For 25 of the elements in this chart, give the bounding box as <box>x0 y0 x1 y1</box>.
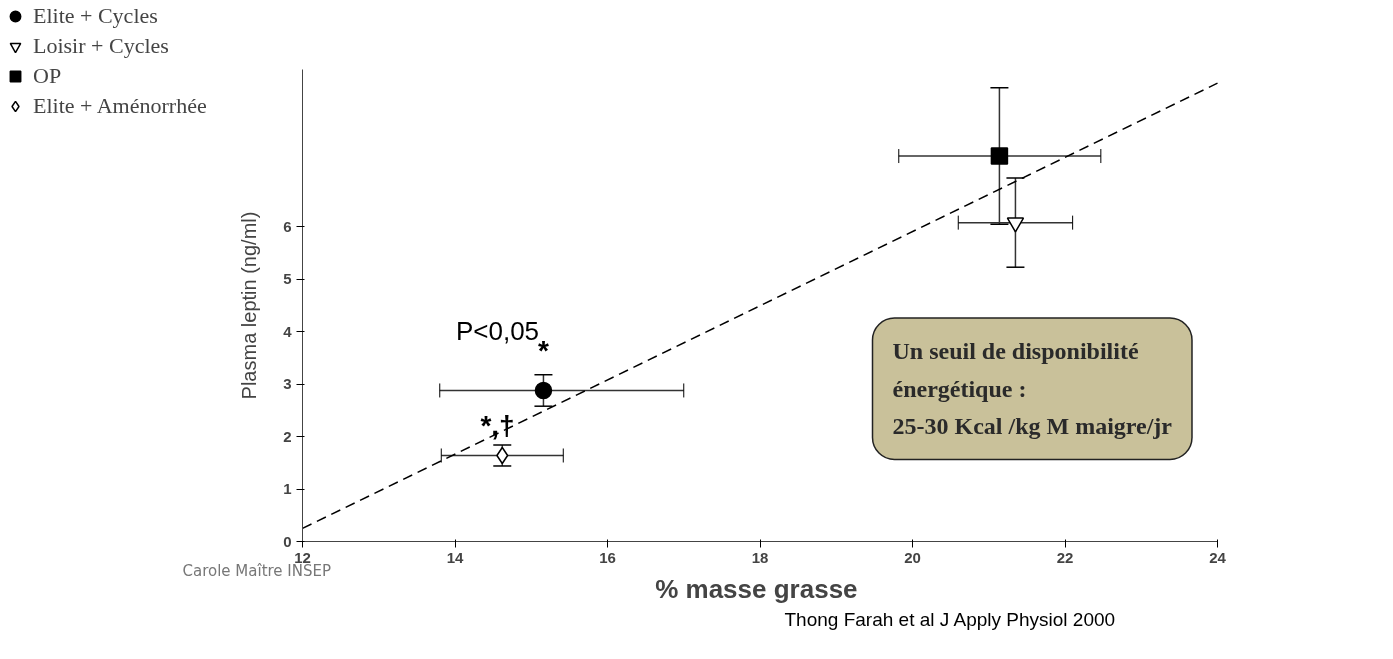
y-tick-label: 6 <box>283 217 292 235</box>
annotation: * <box>538 334 550 366</box>
x-tick-label: 18 <box>751 548 769 566</box>
x-axis-title: % masse grasse <box>655 573 858 604</box>
annotation: Un seuil de disponibilité énergétique : 25-30 Kcal /kg M maigre/jr <box>892 338 1173 440</box>
y-tick-label: 3 <box>283 375 292 393</box>
x-tick-label: 22 <box>1056 548 1074 566</box>
y-tick-label: 0 <box>283 532 292 550</box>
x-tick-label: 14 <box>446 548 464 566</box>
legend-label: Elite + Cycles <box>33 3 158 29</box>
y-tick-label: 2 <box>283 427 292 445</box>
x-tick-label: 24 <box>1209 548 1227 566</box>
y-axis-title: Plasma leptin (ng/ml) <box>238 211 261 400</box>
legend-label: Elite + Aménorrhée <box>33 93 207 119</box>
y-tick-label: 5 <box>283 270 292 288</box>
point <box>990 147 1009 165</box>
point <box>534 381 553 400</box>
y-tick-label: 1 <box>283 480 292 498</box>
y-tick-label: 4 <box>283 322 293 340</box>
text: Thong Farah et al J Apply Physiol 2000 <box>784 608 1116 630</box>
annotation: *,† <box>480 409 515 441</box>
x-tick-label: 20 <box>904 548 921 566</box>
x-tick-label: 16 <box>599 548 616 566</box>
legend-label: Loisir + Cycles <box>33 33 169 59</box>
legend-label: OP <box>33 63 62 89</box>
